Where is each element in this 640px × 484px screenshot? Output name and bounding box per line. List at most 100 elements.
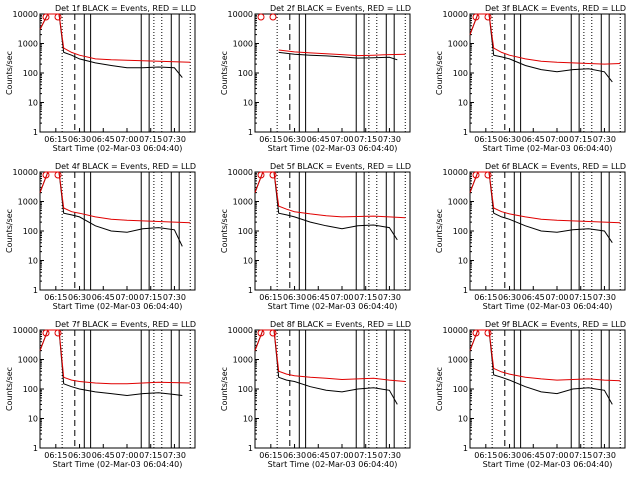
x-tick-label: 06:15 (44, 135, 67, 144)
lld-series (39, 171, 191, 224)
panel-title: Det 4f BLACK = Events, RED = LLD (55, 162, 196, 171)
saturation-mark (269, 13, 277, 21)
y-tick-label: 100 (453, 69, 468, 78)
saturation-mark (257, 329, 265, 337)
saturation-mark (42, 171, 50, 179)
x-tick-label: 06:45 (307, 135, 330, 144)
x-tick-label: 06:45 (522, 451, 545, 460)
saturation-mark (472, 329, 480, 337)
x-tick-label: 06:30 (498, 451, 521, 460)
panel-3: Det 3f BLACK = Events, RED = LLD 1 10 100 10… (435, 4, 626, 153)
y-tick-label: 100 (238, 227, 253, 236)
y-tick-label: 1 (463, 128, 468, 137)
x-tick-label: 06:15 (44, 451, 67, 460)
panel-title: Det 6f BLACK = Events, RED = LLD (485, 162, 626, 171)
x-tick-label: 07:00 (545, 293, 568, 302)
saturation-mark (42, 13, 50, 21)
events-series (39, 171, 183, 247)
x-tick-label: 07:30 (163, 293, 186, 302)
lld-series (254, 171, 406, 219)
panel-title: Det 2f BLACK = Events, RED = LLD (270, 4, 411, 13)
lld-series (469, 329, 621, 382)
x-tick-label: 06:30 (283, 135, 306, 144)
x-tick-label: 07:30 (378, 293, 401, 302)
y-tick-label: 10 (458, 415, 468, 424)
saturation-mark (484, 13, 492, 21)
y-tick-label: 10000 (13, 10, 38, 19)
x-axis-label: Start Time (02-Mar-03 06:04:40) (483, 302, 613, 311)
y-tick-label: 10000 (443, 168, 468, 177)
x-tick-label: 06:15 (44, 293, 67, 302)
x-axis-label: Start Time (02-Mar-03 06:04:40) (483, 460, 613, 469)
x-tick-label: 07:00 (330, 293, 353, 302)
y-tick-label: 1 (33, 128, 38, 137)
x-tick-label: 07:30 (163, 135, 186, 144)
x-tick-label: 07:00 (545, 451, 568, 460)
x-tick-label: 06:30 (283, 293, 306, 302)
y-tick-label: 10000 (228, 168, 253, 177)
saturation-mark (472, 171, 480, 179)
x-axis-label: Start Time (02-Mar-03 06:04:40) (53, 302, 183, 311)
saturation-mark (484, 171, 492, 179)
y-tick-label: 10 (243, 99, 253, 108)
x-tick-label: 06:15 (474, 451, 497, 460)
x-tick-label: 07:15 (139, 135, 162, 144)
x-tick-label: 06:45 (307, 293, 330, 302)
x-tick-label: 06:30 (68, 293, 91, 302)
events-series (254, 329, 398, 405)
x-tick-label: 07:15 (354, 293, 377, 302)
x-tick-label: 07:15 (569, 293, 592, 302)
y-tick-label: 10 (458, 257, 468, 266)
x-tick-label: 06:45 (92, 135, 115, 144)
x-axis-label: Start Time (02-Mar-03 06:04:40) (483, 144, 613, 153)
x-axis-label: Start Time (02-Mar-03 06:04:40) (53, 460, 183, 469)
panel-8: Det 8f BLACK = Events, RED = LLD 1 10 100 10… (220, 320, 411, 469)
y-tick-label: 10000 (13, 168, 38, 177)
lld-series (469, 13, 621, 65)
x-tick-label: 06:15 (259, 293, 282, 302)
y-tick-label: 10 (28, 99, 38, 108)
x-axis-label: Start Time (02-Mar-03 06:04:40) (268, 302, 398, 311)
panel-5: Det 5f BLACK = Events, RED = LLD 1 10 100 10… (220, 162, 411, 311)
y-axis-label: Counts/sec (435, 51, 444, 95)
x-tick-label: 07:30 (593, 451, 616, 460)
y-tick-label: 1 (33, 444, 38, 453)
saturation-mark (54, 329, 62, 337)
x-tick-label: 07:00 (115, 135, 138, 144)
saturation-mark (54, 171, 62, 179)
y-tick-label: 10000 (13, 326, 38, 335)
x-tick-label: 07:30 (593, 135, 616, 144)
y-tick-label: 1000 (448, 198, 468, 207)
x-tick-label: 07:30 (378, 451, 401, 460)
x-axis-label: Start Time (02-Mar-03 06:04:40) (268, 460, 398, 469)
x-tick-label: 06:45 (92, 293, 115, 302)
x-tick-label: 06:30 (68, 135, 91, 144)
y-tick-label: 10 (243, 415, 253, 424)
y-tick-label: 1 (248, 286, 253, 295)
lld-series (254, 329, 406, 382)
y-axis-label: Counts/sec (220, 209, 229, 253)
panel-2: Det 2f BLACK = Events, RED = LLD 1 10 100 10… (220, 4, 411, 153)
x-tick-label: 06:15 (259, 135, 282, 144)
events-series (254, 171, 398, 241)
y-tick-label: 10000 (443, 326, 468, 335)
y-tick-label: 1000 (18, 198, 38, 207)
y-tick-label: 10000 (228, 326, 253, 335)
y-tick-label: 1000 (448, 356, 468, 365)
y-tick-label: 10000 (228, 10, 253, 19)
lld-series (469, 171, 621, 224)
y-axis-label: Counts/sec (220, 367, 229, 411)
y-tick-label: 1000 (233, 356, 253, 365)
y-axis-label: Counts/sec (220, 51, 229, 95)
x-axis-label: Start Time (02-Mar-03 06:04:40) (268, 144, 398, 153)
x-tick-label: 07:00 (115, 451, 138, 460)
x-tick-label: 07:00 (545, 135, 568, 144)
y-tick-label: 100 (453, 227, 468, 236)
events-series (39, 13, 183, 78)
x-tick-label: 06:30 (498, 135, 521, 144)
x-tick-label: 07:30 (163, 451, 186, 460)
x-tick-label: 07:15 (354, 135, 377, 144)
x-tick-label: 07:15 (139, 293, 162, 302)
